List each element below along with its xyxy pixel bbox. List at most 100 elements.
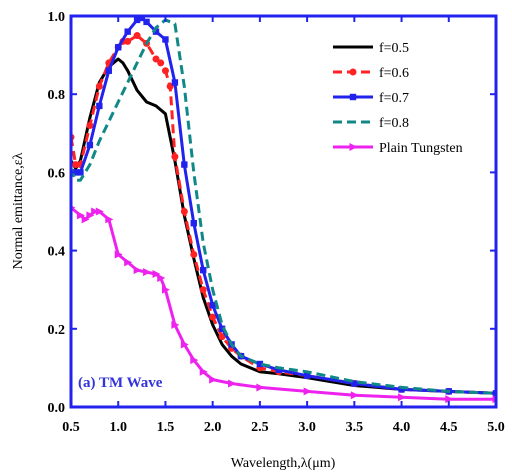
data-point bbox=[95, 82, 103, 90]
data-point bbox=[133, 266, 142, 275]
data-point bbox=[200, 266, 207, 274]
data-point bbox=[349, 143, 358, 151]
data-point bbox=[77, 169, 84, 176]
data-point bbox=[124, 258, 133, 267]
data-point bbox=[190, 251, 198, 259]
data-point bbox=[161, 67, 169, 75]
data-point bbox=[218, 325, 226, 332]
data-point bbox=[303, 372, 311, 379]
y-tick-label: 1.0 bbox=[48, 10, 66, 25]
data-point bbox=[275, 366, 282, 374]
y-tick-label: 0.8 bbox=[48, 88, 66, 103]
series-2 bbox=[71, 16, 496, 397]
data-point bbox=[95, 207, 104, 216]
legend-label: f=0.5 bbox=[379, 41, 409, 56]
data-point bbox=[161, 285, 170, 294]
data-point bbox=[162, 36, 169, 43]
data-point bbox=[105, 215, 114, 224]
data-point bbox=[209, 313, 217, 321]
y-tick-label: 0.4 bbox=[48, 245, 66, 260]
data-point bbox=[105, 67, 112, 74]
data-point bbox=[157, 59, 165, 67]
data-point bbox=[349, 93, 357, 101]
data-point bbox=[86, 141, 94, 149]
data-point bbox=[91, 207, 100, 216]
data-point bbox=[143, 18, 150, 26]
data-point bbox=[398, 393, 407, 402]
x-axis-title: Wavelength,λ(μm) bbox=[231, 456, 336, 471]
x-tick-label: 2.5 bbox=[251, 420, 269, 435]
data-point bbox=[209, 375, 218, 384]
data-point bbox=[143, 268, 152, 277]
y-tick-label: 0.2 bbox=[48, 323, 66, 338]
data-point bbox=[349, 68, 357, 76]
data-point bbox=[152, 55, 160, 63]
y-tick-label: 0.6 bbox=[48, 166, 66, 181]
data-point bbox=[190, 220, 197, 227]
data-point bbox=[124, 37, 132, 45]
data-point bbox=[199, 286, 207, 294]
legend-item: f=0.6 bbox=[333, 66, 409, 81]
data-point bbox=[76, 211, 85, 220]
series-1 bbox=[71, 32, 496, 397]
data-point bbox=[114, 250, 123, 259]
data-point bbox=[303, 387, 312, 396]
data-point bbox=[351, 380, 358, 387]
x-tick-label: 4.5 bbox=[440, 420, 458, 435]
x-tick-label: 4.0 bbox=[393, 420, 411, 435]
legend-item: f=0.8 bbox=[333, 116, 409, 131]
legend-item: Plain Tungsten bbox=[333, 141, 463, 156]
data-point bbox=[492, 390, 496, 397]
series-line bbox=[71, 57, 496, 395]
data-point bbox=[152, 28, 160, 35]
legend-label: f=0.6 bbox=[379, 66, 409, 81]
data-point bbox=[124, 28, 131, 35]
data-point bbox=[157, 273, 166, 282]
data-point bbox=[256, 383, 265, 392]
data-point bbox=[152, 270, 161, 279]
data-point bbox=[96, 102, 103, 110]
data-point bbox=[133, 16, 141, 24]
x-tick-label: 1.5 bbox=[157, 420, 175, 435]
data-point bbox=[228, 379, 237, 388]
legend-item: f=0.5 bbox=[333, 41, 409, 56]
data-point bbox=[171, 320, 180, 329]
data-point bbox=[181, 161, 188, 168]
data-point bbox=[218, 333, 226, 341]
data-point bbox=[180, 340, 189, 349]
tm-wave-annotation: (a) TM Wave bbox=[78, 375, 163, 391]
series-3 bbox=[71, 18, 496, 395]
data-point bbox=[81, 215, 90, 224]
data-point bbox=[190, 356, 199, 365]
legend-label: f=0.8 bbox=[379, 116, 409, 131]
series-0 bbox=[71, 57, 496, 395]
legend: f=0.5 f=0.6 f=0.7 f=0.8 Plain Tungsten bbox=[333, 41, 463, 156]
data-point bbox=[398, 386, 405, 393]
series-line bbox=[71, 34, 496, 395]
y-tick-label: 0.0 bbox=[48, 401, 66, 416]
data-point bbox=[199, 367, 208, 376]
data-point bbox=[350, 391, 359, 400]
x-tick-label: 0.5 bbox=[62, 420, 80, 435]
legend-label: Plain Tungsten bbox=[379, 141, 463, 156]
data-point bbox=[256, 360, 264, 368]
data-point bbox=[180, 208, 188, 215]
x-tick-label: 1.0 bbox=[109, 420, 127, 435]
data-point bbox=[86, 121, 94, 129]
y-axis-title: Normal emittance,ελ bbox=[11, 152, 26, 269]
x-tick-label: 5.0 bbox=[487, 420, 505, 435]
data-point bbox=[171, 79, 179, 86]
series-4 bbox=[71, 205, 496, 404]
data-point bbox=[115, 44, 122, 51]
data-point bbox=[86, 211, 95, 220]
data-point bbox=[138, 16, 146, 22]
legend-label: f=0.7 bbox=[379, 91, 409, 106]
data-point bbox=[209, 302, 216, 309]
legend-item: f=0.7 bbox=[333, 91, 409, 106]
series-line bbox=[71, 16, 496, 395]
x-tick-label: 2.0 bbox=[204, 420, 222, 435]
data-point bbox=[171, 153, 179, 161]
x-tick-label: 3.0 bbox=[298, 420, 316, 435]
plot-frame bbox=[69, 14, 498, 409]
